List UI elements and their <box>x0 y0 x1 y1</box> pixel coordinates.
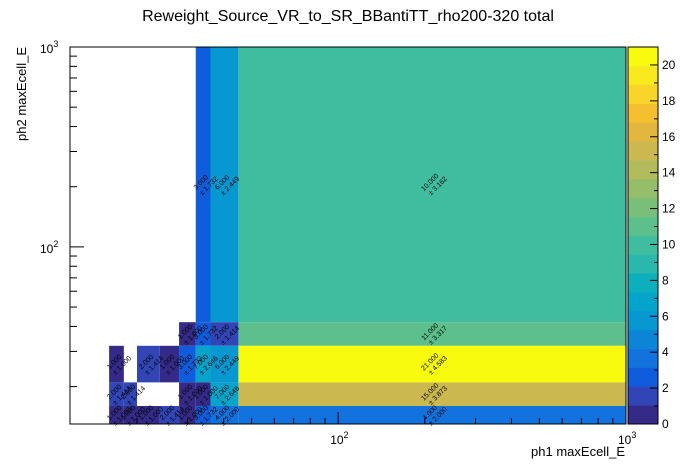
heatmap-cell-1 <box>210 47 239 323</box>
heatmap-cell-9 <box>195 345 211 383</box>
x-tick-base: 10 <box>330 433 344 447</box>
colorbar-segment-5 <box>628 310 658 331</box>
colorbar-tick-label-0: 0 <box>662 417 669 431</box>
heatmap-cell-22 <box>195 405 211 424</box>
chart-title: Reweight_Source_VR_to_SR_BBantiTT_rho200… <box>142 8 554 25</box>
heatmap-cell-6 <box>179 322 196 346</box>
heatmap-cell-13 <box>109 345 124 383</box>
y-tick-exponent: 3 <box>53 39 58 49</box>
heatmap-cell-4 <box>210 322 239 346</box>
colorbar-segment-7 <box>628 273 658 293</box>
heatmap-cell-27 <box>109 405 124 424</box>
x-tick-exponent: 3 <box>631 430 636 440</box>
colorbar-tick-label-8: 16 <box>662 130 676 144</box>
colorbar-segment-13 <box>628 160 658 180</box>
heatmap-cells <box>109 47 626 424</box>
heatmap-cell-14 <box>238 382 626 406</box>
colorbar-segment-4 <box>628 329 658 349</box>
colorbar-segment-16 <box>628 103 658 123</box>
y-axis-label: ph2 maxEcell_E <box>14 47 29 141</box>
heatmap-cell-11 <box>159 345 180 383</box>
colorbar-segment-2 <box>628 367 658 387</box>
colorbar-segment-3 <box>628 348 658 368</box>
colorbar-segment-17 <box>628 84 658 104</box>
colorbar-tick-label-9: 18 <box>662 94 676 108</box>
colorbar-segment-0 <box>628 405 658 425</box>
colorbar-tick-label-5: 10 <box>662 237 676 251</box>
colorbar-tick-label-3: 6 <box>662 309 669 323</box>
heatmap-cell-15 <box>210 382 239 406</box>
heatmap-cell-18 <box>123 382 138 406</box>
heatmap-cell-16 <box>195 382 211 406</box>
colorbar-segment-18 <box>628 65 658 85</box>
heatmap-cell-24 <box>159 405 180 424</box>
x-axis-label: ph1 maxEcell_E <box>531 444 625 459</box>
heatmap-cell-25 <box>137 405 160 424</box>
heatmap-cell-21 <box>210 405 239 424</box>
heatmap-cell-12 <box>137 345 160 383</box>
colorbar-tick-label-2: 4 <box>662 345 669 359</box>
colorbar-tick-label-7: 14 <box>662 166 676 180</box>
colorbar-tick-label-10: 20 <box>662 58 676 72</box>
heatmap-cell-0 <box>238 47 626 323</box>
colorbar-segment-6 <box>628 292 658 312</box>
colorbar-segment-12 <box>628 178 658 199</box>
heatmap-cell-23 <box>179 405 196 424</box>
y-tick-base: 10 <box>40 42 54 56</box>
heatmap-cell-26 <box>123 405 138 424</box>
heatmap-cell-8 <box>210 345 239 383</box>
colorbar-segment-11 <box>628 197 658 217</box>
colorbar-segment-19 <box>628 47 658 67</box>
y-tick-label-0: 102 <box>40 239 58 256</box>
colorbar: 0 2 4 6 8 10 12 14 16 18 20 <box>627 46 676 431</box>
colorbar-frame <box>627 46 659 425</box>
x-tick-label-0: 102 <box>330 430 348 447</box>
heatmap-cell-19 <box>109 382 124 406</box>
heatmap-cell-5 <box>195 322 211 346</box>
colorbar-tick-label-4: 8 <box>662 273 669 287</box>
colorbar-segment-10 <box>628 216 658 236</box>
heatmap-cell-2 <box>195 47 211 323</box>
y-tick-label-1: 103 <box>40 39 58 56</box>
y-tick-exponent: 2 <box>53 239 58 249</box>
x-tick-exponent: 2 <box>344 430 349 440</box>
colorbar-tick-label-1: 2 <box>662 381 669 395</box>
plot-frame <box>69 46 627 425</box>
heatmap-cell-3 <box>238 322 626 346</box>
colorbar-segment-1 <box>628 386 658 406</box>
colorbar-segment-9 <box>628 235 658 255</box>
heatmap-cell-10 <box>179 345 196 383</box>
x-tick-base: 10 <box>618 433 632 447</box>
colorbar-tick-label-6: 12 <box>662 202 676 216</box>
y-tick-base: 10 <box>40 242 54 256</box>
heatmap-cell-20 <box>238 405 626 424</box>
heatmap-cell-7 <box>238 345 626 383</box>
colorbar-segment-15 <box>628 122 658 142</box>
x-tick-label-1: 103 <box>618 430 636 447</box>
colorbar-segment-8 <box>628 254 658 274</box>
heatmap-cell-17 <box>179 382 196 406</box>
colorbar-segment-14 <box>628 141 658 161</box>
